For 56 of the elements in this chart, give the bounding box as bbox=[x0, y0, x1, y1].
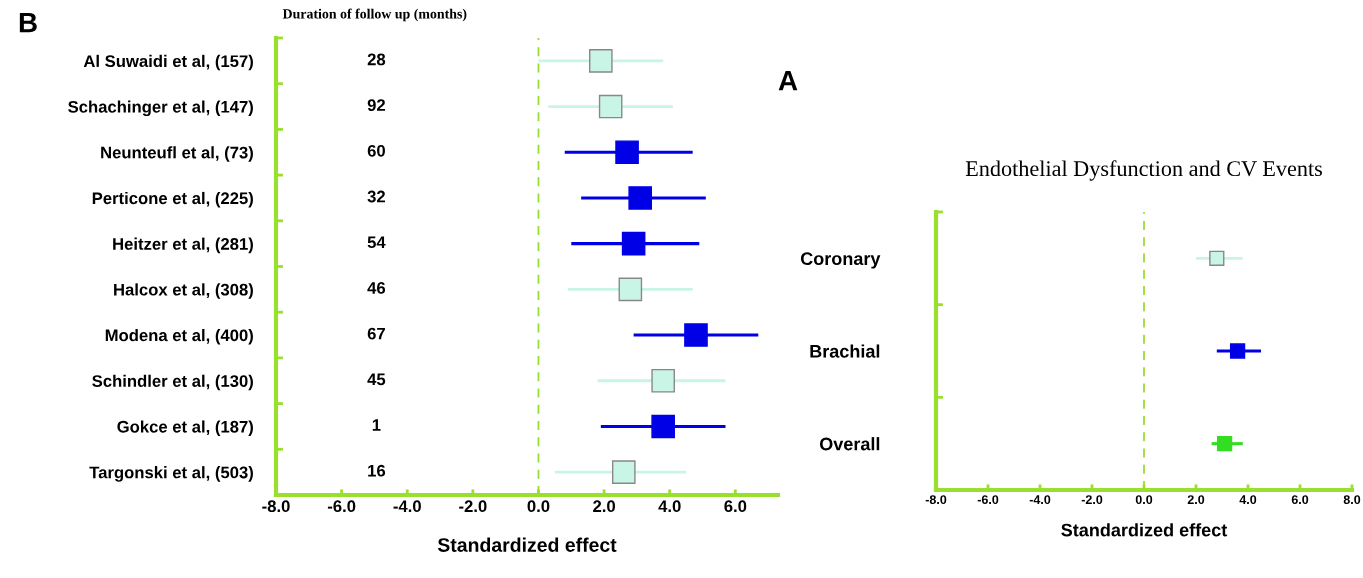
x-tick-label: -4.0 bbox=[1029, 495, 1051, 505]
x-tick-label: 2.0 bbox=[1187, 495, 1205, 505]
x-tick-label: 0.0 bbox=[527, 500, 550, 513]
x-tick-label: 4.0 bbox=[658, 500, 681, 513]
x-tick-label: -6.0 bbox=[327, 500, 356, 513]
text: B bbox=[19, 13, 37, 33]
y-tick-label: Heitzer et al, (281) bbox=[113, 237, 253, 254]
point bbox=[651, 414, 675, 439]
annotation: 67 bbox=[367, 327, 385, 340]
x-tick-label: -2.0 bbox=[1081, 495, 1103, 505]
x-axis-title: Standardized effect bbox=[437, 537, 617, 552]
y-tick-label: Brachial bbox=[810, 344, 880, 358]
y-tick-label: Coronary bbox=[800, 252, 881, 269]
y-tick-label: Schindler et al, (130) bbox=[92, 374, 253, 391]
annotation: 45 bbox=[367, 373, 386, 386]
text: A bbox=[778, 71, 798, 91]
x-tick-label: -2.0 bbox=[459, 500, 487, 513]
point bbox=[628, 186, 653, 210]
annotation: 92 bbox=[367, 99, 385, 112]
point bbox=[621, 231, 646, 256]
y-tick-label: Perticone et al, (225) bbox=[92, 191, 253, 208]
point bbox=[651, 368, 675, 393]
x-tick-label: 4.0 bbox=[1239, 495, 1257, 505]
chart-title: Endothelial Dysfunction and CV Events bbox=[965, 160, 1322, 181]
x-tick-label: -8.0 bbox=[925, 495, 947, 505]
point bbox=[615, 140, 639, 165]
text: Duration of follow up (months) bbox=[282, 8, 467, 22]
x-tick-label: 0.0 bbox=[1135, 495, 1153, 505]
x-tick-label: -6.0 bbox=[977, 495, 999, 505]
annotation: 60 bbox=[367, 144, 385, 157]
annotation: 28 bbox=[367, 53, 386, 66]
y-tick-label: Schachinger et al, (147) bbox=[68, 100, 253, 117]
x-tick-label: 6.0 bbox=[1291, 495, 1309, 505]
annotation: 16 bbox=[368, 464, 386, 477]
x-tick-label: -4.0 bbox=[393, 500, 421, 513]
x-tick-label: 6.0 bbox=[724, 500, 747, 513]
y-tick-label: Neunteufl et al, (73) bbox=[101, 146, 253, 162]
y-tick-label: Gokce et al, (187) bbox=[117, 420, 253, 436]
point bbox=[684, 323, 708, 347]
y-tick-label: Al Suwaidi et al, (157) bbox=[83, 54, 253, 71]
annotation: 54 bbox=[367, 236, 386, 249]
x-tick-label: 2.0 bbox=[593, 500, 616, 513]
point bbox=[598, 94, 623, 119]
y-tick-label: Targonski et al, (503) bbox=[89, 466, 253, 482]
annotation: 1 bbox=[372, 419, 381, 431]
y-tick-label: Overall bbox=[819, 437, 880, 451]
y-tick-label: Halcox et al, (308) bbox=[114, 283, 253, 299]
x-tick-label: -8.0 bbox=[262, 500, 290, 513]
x-tick-label: 8.0 bbox=[1343, 495, 1361, 505]
point bbox=[611, 460, 636, 484]
y-tick-label: Modena et al, (400) bbox=[105, 329, 253, 345]
annotation: 46 bbox=[367, 282, 386, 294]
x-axis-title: Standardized effect bbox=[1061, 523, 1228, 537]
annotation: 32 bbox=[367, 190, 385, 203]
point bbox=[618, 277, 643, 302]
point bbox=[589, 49, 613, 73]
